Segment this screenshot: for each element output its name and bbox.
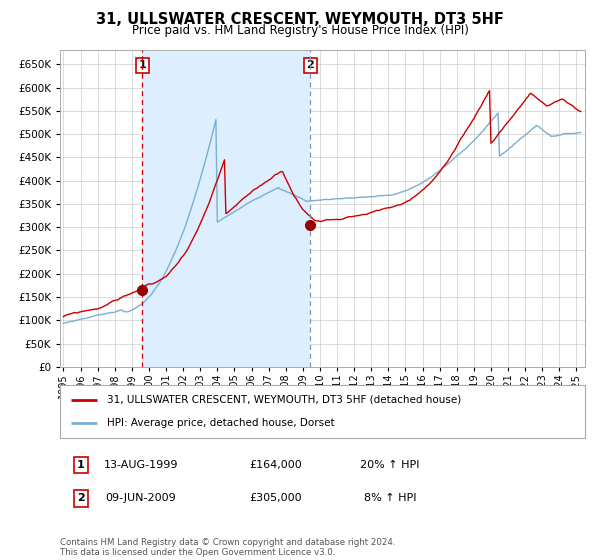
Text: 8% ↑ HPI: 8% ↑ HPI [364,493,416,503]
Text: 2: 2 [307,60,314,71]
Text: 20% ↑ HPI: 20% ↑ HPI [360,460,420,470]
Text: Price paid vs. HM Land Registry's House Price Index (HPI): Price paid vs. HM Land Registry's House … [131,24,469,37]
Text: £305,000: £305,000 [250,493,302,503]
Text: £164,000: £164,000 [250,460,302,470]
Text: 2: 2 [77,493,85,503]
Text: 31, ULLSWATER CRESCENT, WEYMOUTH, DT3 5HF: 31, ULLSWATER CRESCENT, WEYMOUTH, DT3 5H… [96,12,504,27]
Text: 31, ULLSWATER CRESCENT, WEYMOUTH, DT3 5HF (detached house): 31, ULLSWATER CRESCENT, WEYMOUTH, DT3 5H… [107,395,461,405]
Text: Contains HM Land Registry data © Crown copyright and database right 2024.
This d: Contains HM Land Registry data © Crown c… [60,538,395,557]
Text: 13-AUG-1999: 13-AUG-1999 [104,460,178,470]
Text: 1: 1 [139,60,146,71]
Text: 1: 1 [77,460,85,470]
Text: HPI: Average price, detached house, Dorset: HPI: Average price, detached house, Dors… [107,418,335,428]
Text: 09-JUN-2009: 09-JUN-2009 [106,493,176,503]
Bar [142,50,310,367]
